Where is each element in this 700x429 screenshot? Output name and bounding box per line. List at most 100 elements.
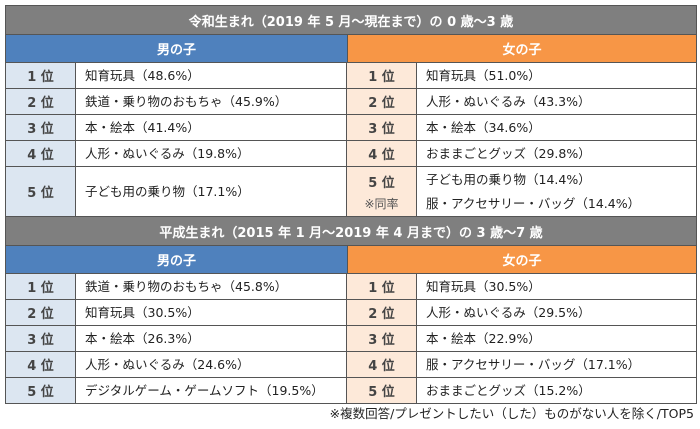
table-row: 4 位 人形・ぬいぐるみ（19.8%） 4 位 おままごとグッズ（29.8%） <box>6 141 696 167</box>
rank-label: 5 位 <box>27 385 54 400</box>
item-text: 知育玩具（51.0%） <box>426 67 541 83</box>
rank-label: 5 位 <box>368 385 395 400</box>
column-header-row: 男の子 女の子 <box>6 246 696 274</box>
girls-item: 服・アクセサリー・バッグ（17.1%） <box>417 352 696 377</box>
item-text: 子ども用の乗り物（14.4%） <box>426 171 591 187</box>
rank-label: 1 位 <box>27 281 54 296</box>
item-text: 本・絵本（41.4%） <box>85 119 200 135</box>
item-text: 子ども用の乗り物（17.1%） <box>85 183 250 199</box>
boys-rank: 4 位 <box>6 352 76 377</box>
girls-item: 本・絵本（34.6%） <box>417 115 696 140</box>
girls-item: 人形・ぬいぐるみ（29.5%） <box>417 300 696 325</box>
footnote: ※複数回答/プレゼントしたい（した）ものがない人を除く/TOP5 <box>329 406 694 421</box>
girls-item: 本・絵本（22.9%） <box>417 326 696 351</box>
girls-rank: 2 位 <box>347 89 417 114</box>
rank-label: 1 位 <box>368 70 395 85</box>
item-text: 鉄道・乗り物のおもちゃ（45.9%） <box>85 93 288 109</box>
girls-item: 知育玩具（51.0%） <box>417 63 696 88</box>
girls-item: おままごとグッズ（29.8%） <box>417 141 696 166</box>
rank-label: 2 位 <box>27 307 54 322</box>
girls-item: 人形・ぬいぐるみ（43.3%） <box>417 89 696 114</box>
boys-item: 鉄道・乗り物のおもちゃ（45.8%） <box>76 274 347 299</box>
boys-rank: 2 位 <box>6 89 76 114</box>
rank-label: 5 位 <box>27 186 54 201</box>
item-text: 知育玩具（48.6%） <box>85 67 200 83</box>
boys-item: 人形・ぬいぐるみ（19.8%） <box>76 141 347 166</box>
boys-header: 男の子 <box>6 246 348 273</box>
item-text: 服・アクセサリー・バッグ（17.1%） <box>426 356 641 372</box>
item-text: 人形・ぬいぐるみ（24.6%） <box>85 356 250 372</box>
table-row: 1 位 知育玩具（48.6%） 1 位 知育玩具（51.0%） <box>6 63 696 89</box>
item-text: デジタルゲーム・ゲームソフト（19.5%） <box>85 382 324 398</box>
item-text: おままごとグッズ（29.8%） <box>426 145 591 161</box>
item-text: 人形・ぬいぐるみ（29.5%） <box>426 304 591 320</box>
girls-item: 知育玩具（30.5%） <box>417 274 696 299</box>
item-text: 服・アクセサリー・バッグ（14.4%） <box>426 195 641 211</box>
boys-rank: 1 位 <box>6 63 76 88</box>
rank-label: 5 位 <box>368 175 395 191</box>
table-row: 3 位 本・絵本（41.4%） 3 位 本・絵本（34.6%） <box>6 115 696 141</box>
rank-label: 3 位 <box>27 333 54 348</box>
girls-rank: 5 位 <box>347 378 417 403</box>
girls-rank: 5 位 ※同率 <box>347 167 417 216</box>
rank-label: 2 位 <box>368 96 395 111</box>
boys-header: 男の子 <box>6 35 348 62</box>
boys-item: 知育玩具（30.5%） <box>76 300 347 325</box>
boys-rank: 2 位 <box>6 300 76 325</box>
section-title: 令和生まれ（2019 年 5 月～現在まで）の 0 歳～3 歳 <box>6 6 696 35</box>
item-text: 人形・ぬいぐるみ（43.3%） <box>426 93 591 109</box>
tie-note: ※同率 <box>364 196 399 211</box>
table-row: 4 位 人形・ぬいぐるみ（24.6%） 4 位 服・アクセサリー・バッグ（17.1%） <box>6 352 696 378</box>
boys-rank: 3 位 <box>6 115 76 140</box>
boys-item: 鉄道・乗り物のおもちゃ（45.9%） <box>76 89 347 114</box>
boys-item: 知育玩具（48.6%） <box>76 63 347 88</box>
girls-rank: 3 位 <box>347 326 417 351</box>
boys-item: 人形・ぬいぐるみ（24.6%） <box>76 352 347 377</box>
rank-label: 4 位 <box>27 359 54 374</box>
item-text: 本・絵本（22.9%） <box>426 330 541 346</box>
girls-rank: 1 位 <box>347 63 417 88</box>
boys-rank: 1 位 <box>6 274 76 299</box>
item-text: おままごとグッズ（15.2%） <box>426 382 591 398</box>
table-row: 2 位 知育玩具（30.5%） 2 位 人形・ぬいぐるみ（29.5%） <box>6 300 696 326</box>
rank-label: 2 位 <box>368 307 395 322</box>
item-text: 知育玩具（30.5%） <box>426 278 541 294</box>
boys-item: 本・絵本（26.3%） <box>76 326 347 351</box>
ranking-table: 令和生まれ（2019 年 5 月～現在まで）の 0 歳～3 歳男の子 女の子 1 位… <box>5 5 697 404</box>
rank-label: 2 位 <box>27 96 54 111</box>
column-header-row: 男の子 女の子 <box>6 35 696 63</box>
rank-label: 3 位 <box>368 122 395 137</box>
boys-rank: 5 位 <box>6 167 76 216</box>
table-row: 5 位子ども用の乗り物（17.1%） 5 位 ※同率 子ども用の乗り物（14.4%）服… <box>6 167 696 217</box>
item-text: 鉄道・乗り物のおもちゃ（45.8%） <box>85 278 288 294</box>
rank-label: 1 位 <box>27 70 54 85</box>
table-row: 5 位 デジタルゲーム・ゲームソフト（19.5%） 5 位 おままごとグッズ（15.2… <box>6 378 696 403</box>
boys-rank: 5 位 <box>6 378 76 403</box>
boys-item: 子ども用の乗り物（17.1%） <box>76 167 347 216</box>
girls-item: 子ども用の乗り物（14.4%） 服・アクセサリー・バッグ（14.4%） <box>417 167 696 216</box>
rank-label: 3 位 <box>368 333 395 348</box>
girls-rank: 1 位 <box>347 274 417 299</box>
boys-rank: 3 位 <box>6 326 76 351</box>
boys-item: 本・絵本（41.4%） <box>76 115 347 140</box>
section-title: 平成生まれ（2015 年 1 月～2019 年 4 月まで）の 3 歳～7 歳 <box>6 217 696 246</box>
item-text: 本・絵本（34.6%） <box>426 119 541 135</box>
item-text: 人形・ぬいぐるみ（19.8%） <box>85 145 250 161</box>
girls-header: 女の子 <box>348 35 696 62</box>
table-row: 3 位 本・絵本（26.3%） 3 位 本・絵本（22.9%） <box>6 326 696 352</box>
rank-label: 1 位 <box>368 281 395 296</box>
girls-rank: 3 位 <box>347 115 417 140</box>
girls-header: 女の子 <box>348 246 696 273</box>
item-text: 本・絵本（26.3%） <box>85 330 200 346</box>
rank-label: 4 位 <box>27 148 54 163</box>
girls-rank: 2 位 <box>347 300 417 325</box>
table-row: 2 位 鉄道・乗り物のおもちゃ（45.9%） 2 位 人形・ぬいぐるみ（43.3%） <box>6 89 696 115</box>
rank-label: 4 位 <box>368 148 395 163</box>
rank-label: 3 位 <box>27 122 54 137</box>
girls-rank: 4 位 <box>347 141 417 166</box>
boys-item: デジタルゲーム・ゲームソフト（19.5%） <box>76 378 347 403</box>
rank-label: 4 位 <box>368 359 395 374</box>
boys-rank: 4 位 <box>6 141 76 166</box>
table-row: 1 位 鉄道・乗り物のおもちゃ（45.8%） 1 位 知育玩具（30.5%） <box>6 274 696 300</box>
girls-rank: 4 位 <box>347 352 417 377</box>
